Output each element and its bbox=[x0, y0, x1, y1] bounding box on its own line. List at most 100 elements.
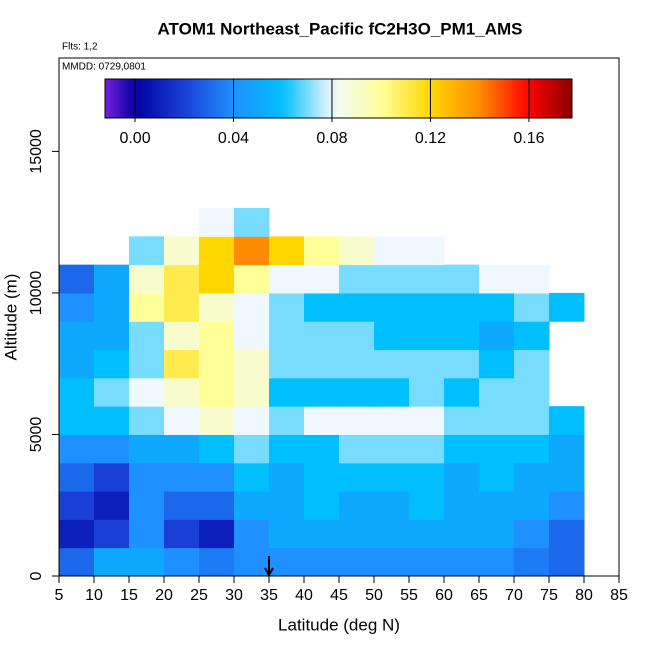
x-tick-label: 75 bbox=[540, 587, 558, 604]
heatmap-cell bbox=[514, 321, 550, 351]
heatmap-cell bbox=[304, 519, 340, 549]
heatmap-cell bbox=[199, 208, 235, 237]
x-tick-label: 60 bbox=[435, 587, 453, 604]
heatmap-cell bbox=[199, 519, 235, 549]
heatmap-cell bbox=[339, 377, 375, 407]
heatmap-cell bbox=[304, 434, 340, 464]
heatmap-cell bbox=[129, 236, 165, 266]
arrow-head bbox=[264, 567, 274, 578]
heatmap-cell bbox=[94, 462, 130, 492]
heatmap-cell bbox=[444, 491, 480, 520]
heatmap-cell bbox=[94, 491, 130, 520]
heatmap-cell bbox=[164, 462, 200, 492]
heatmap-cell bbox=[199, 434, 235, 464]
heatmap-cell bbox=[339, 519, 375, 549]
heatmap-cell bbox=[409, 547, 445, 577]
heatmap-cell bbox=[444, 292, 480, 322]
heatmap-cell bbox=[269, 547, 305, 577]
heatmap-cell bbox=[479, 491, 515, 520]
heatmap-cell bbox=[549, 462, 585, 492]
heatmap-cell bbox=[549, 491, 585, 520]
heatmap-cell bbox=[479, 321, 515, 351]
heatmap-cell bbox=[479, 349, 515, 379]
heatmap-cell bbox=[94, 321, 130, 351]
heatmap-cell bbox=[339, 264, 375, 294]
heatmap-cell bbox=[409, 236, 445, 266]
heatmap-cell bbox=[374, 519, 410, 549]
colorbar-tick-label: 0.12 bbox=[415, 130, 446, 147]
heatmap-cell bbox=[94, 547, 130, 577]
x-tick-label: 85 bbox=[610, 587, 628, 604]
heatmap-cell bbox=[339, 491, 375, 520]
heatmap-cell bbox=[514, 406, 550, 435]
heatmap-cell bbox=[339, 434, 375, 464]
heatmap-cell bbox=[479, 434, 515, 464]
heatmap-cell bbox=[269, 349, 305, 379]
heatmap-cell bbox=[374, 462, 410, 492]
heatmap-cell bbox=[304, 264, 340, 294]
heatmap-cell bbox=[164, 519, 200, 549]
heatmap-cell bbox=[234, 519, 270, 549]
heatmap-cell bbox=[129, 292, 165, 322]
heatmap-cell bbox=[129, 491, 165, 520]
heatmap-cell bbox=[339, 462, 375, 492]
heatmap-cell bbox=[269, 519, 305, 549]
heatmap-cell bbox=[374, 377, 410, 407]
heatmap-cell bbox=[199, 491, 235, 520]
heatmap-cell bbox=[234, 377, 270, 407]
heatmap-cell bbox=[409, 292, 445, 322]
heatmap-cell bbox=[199, 321, 235, 351]
heatmap-cell bbox=[304, 292, 340, 322]
heatmap-cell bbox=[374, 406, 410, 435]
heatmap-cell bbox=[199, 292, 235, 322]
heatmap-cell bbox=[164, 547, 200, 577]
heatmap-cell bbox=[304, 349, 340, 379]
heatmap-cell bbox=[339, 321, 375, 351]
heatmap-cell bbox=[374, 292, 410, 322]
x-tick-label: 50 bbox=[365, 587, 383, 604]
y-tick-label: 5000 bbox=[28, 417, 45, 453]
heatmap-cell bbox=[514, 264, 550, 294]
heatmap-cell bbox=[514, 292, 550, 322]
colorbar-tick-label: 0.04 bbox=[218, 130, 249, 147]
heatmap-cell bbox=[129, 349, 165, 379]
heatmap-cell bbox=[164, 434, 200, 464]
x-tick-label: 45 bbox=[330, 587, 348, 604]
heatmap-cell bbox=[199, 406, 235, 435]
heatmap-cell bbox=[339, 236, 375, 266]
heatmap-cell bbox=[514, 519, 550, 549]
heatmap-cell bbox=[269, 491, 305, 520]
heatmap-cell bbox=[269, 377, 305, 407]
annotation: MMDD: 0729,0801 bbox=[62, 62, 146, 73]
heatmap-cell bbox=[199, 349, 235, 379]
heatmap-cell bbox=[409, 349, 445, 379]
heatmap-cell bbox=[164, 236, 200, 266]
heatmap-cell bbox=[129, 377, 165, 407]
heatmap-cell bbox=[409, 491, 445, 520]
heatmap-cell bbox=[374, 491, 410, 520]
heatmap-cell bbox=[94, 292, 130, 322]
heatmap-cell bbox=[304, 321, 340, 351]
heatmap-cell bbox=[269, 434, 305, 464]
heatmap-cell bbox=[59, 264, 95, 294]
heatmap-cell bbox=[234, 208, 270, 237]
heatmap-cell bbox=[444, 349, 480, 379]
heatmap-cell bbox=[269, 406, 305, 435]
y-axis-label: Altitude (m) bbox=[1, 274, 20, 361]
heatmap-cell bbox=[444, 519, 480, 549]
heatmap-cell bbox=[94, 519, 130, 549]
x-tick-label: 35 bbox=[260, 587, 278, 604]
heatmap-cell bbox=[374, 434, 410, 464]
heatmap-cell bbox=[59, 321, 95, 351]
x-tick-label: 55 bbox=[400, 587, 418, 604]
x-axis-label: Latitude (deg N) bbox=[278, 615, 400, 634]
heatmap-cell bbox=[129, 547, 165, 577]
heatmap-cell bbox=[94, 349, 130, 379]
heatmap-cell bbox=[304, 377, 340, 407]
heatmap-cell bbox=[129, 434, 165, 464]
heatmap-cell bbox=[234, 349, 270, 379]
heatmap-cell bbox=[269, 462, 305, 492]
heatmap-cell bbox=[234, 547, 270, 577]
heatmap-cell bbox=[374, 321, 410, 351]
heatmap-cell bbox=[269, 292, 305, 322]
